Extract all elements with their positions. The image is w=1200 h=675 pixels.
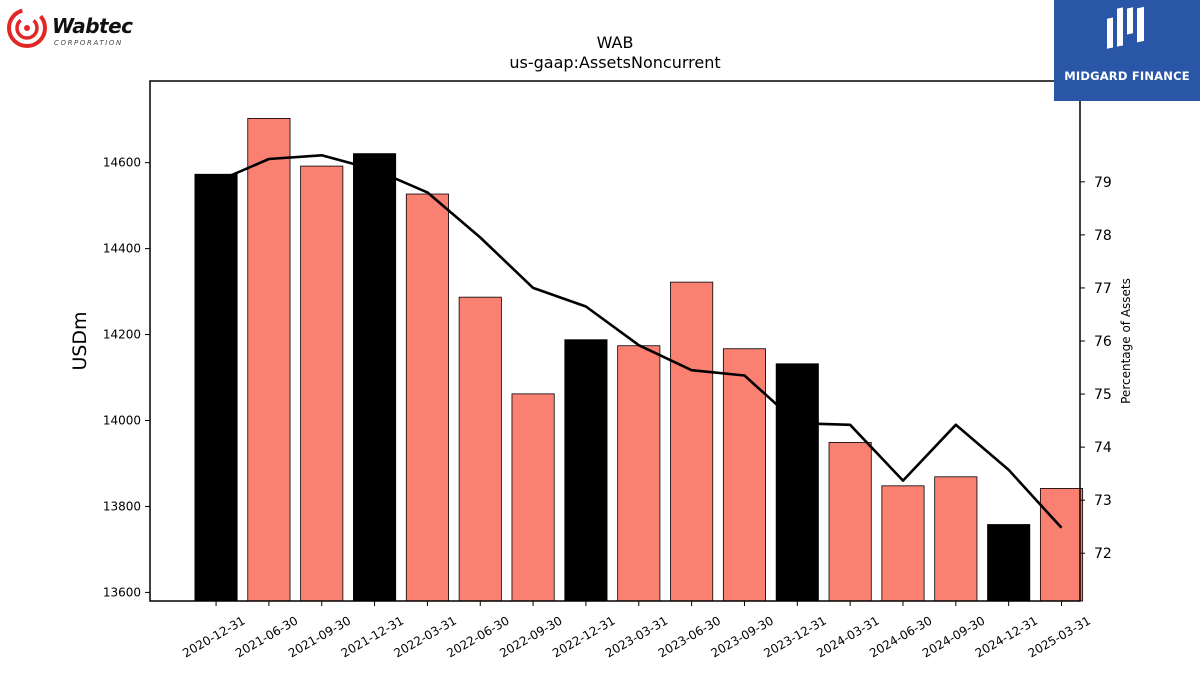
bar [300,165,344,602]
y-tick-label: 14200 [103,328,141,342]
badge-text: MIDGARD FINANCE [1064,69,1190,83]
bar [722,348,766,602]
bar [828,442,872,602]
bar [934,476,978,602]
y2-tick-label: 77 [1094,281,1112,297]
y-axis-label: USDm [69,311,91,370]
y2-axis-label: Percentage of Assets [1119,278,1133,404]
bar [670,281,714,602]
y2-tick-label: 74 [1094,440,1112,456]
bar [247,117,291,602]
y2-tick-label: 73 [1094,493,1112,509]
bar [987,524,1031,602]
bar [511,393,555,602]
y2-tick-label: 72 [1094,546,1112,562]
chart-title: WAB [597,33,634,52]
y2-tick-label: 78 [1094,228,1112,244]
chart-subtitle: us-gaap:AssetsNoncurrent [509,53,720,72]
bar [353,153,397,602]
percentage-line [215,154,1063,529]
y-tick-label: 13800 [103,499,141,513]
y2-tick-label: 79 [1094,175,1112,191]
midgard-finance-badge: MIDGARD FINANCE [1054,0,1200,101]
bar [617,345,661,602]
midgard-logo-icon [1107,6,1144,49]
bar [458,296,502,602]
y-tick-label: 14600 [103,156,141,170]
wabtec-swirl-icon [7,8,47,48]
bar [194,173,238,602]
wabtec-logo [6,6,146,52]
bar [405,193,449,602]
y2-tick-label: 75 [1094,387,1112,403]
brand-name: Wabtec [52,14,133,38]
bar [1039,488,1084,602]
bar [564,339,608,602]
y-tick-label: 14000 [103,414,141,428]
y2-tick-label: 76 [1094,334,1112,350]
bar [881,485,925,602]
brand-subtitle: CORPORATION [54,39,123,47]
bar [775,363,819,602]
y-tick-label: 14400 [103,242,141,256]
y-tick-label: 13600 [103,585,141,599]
